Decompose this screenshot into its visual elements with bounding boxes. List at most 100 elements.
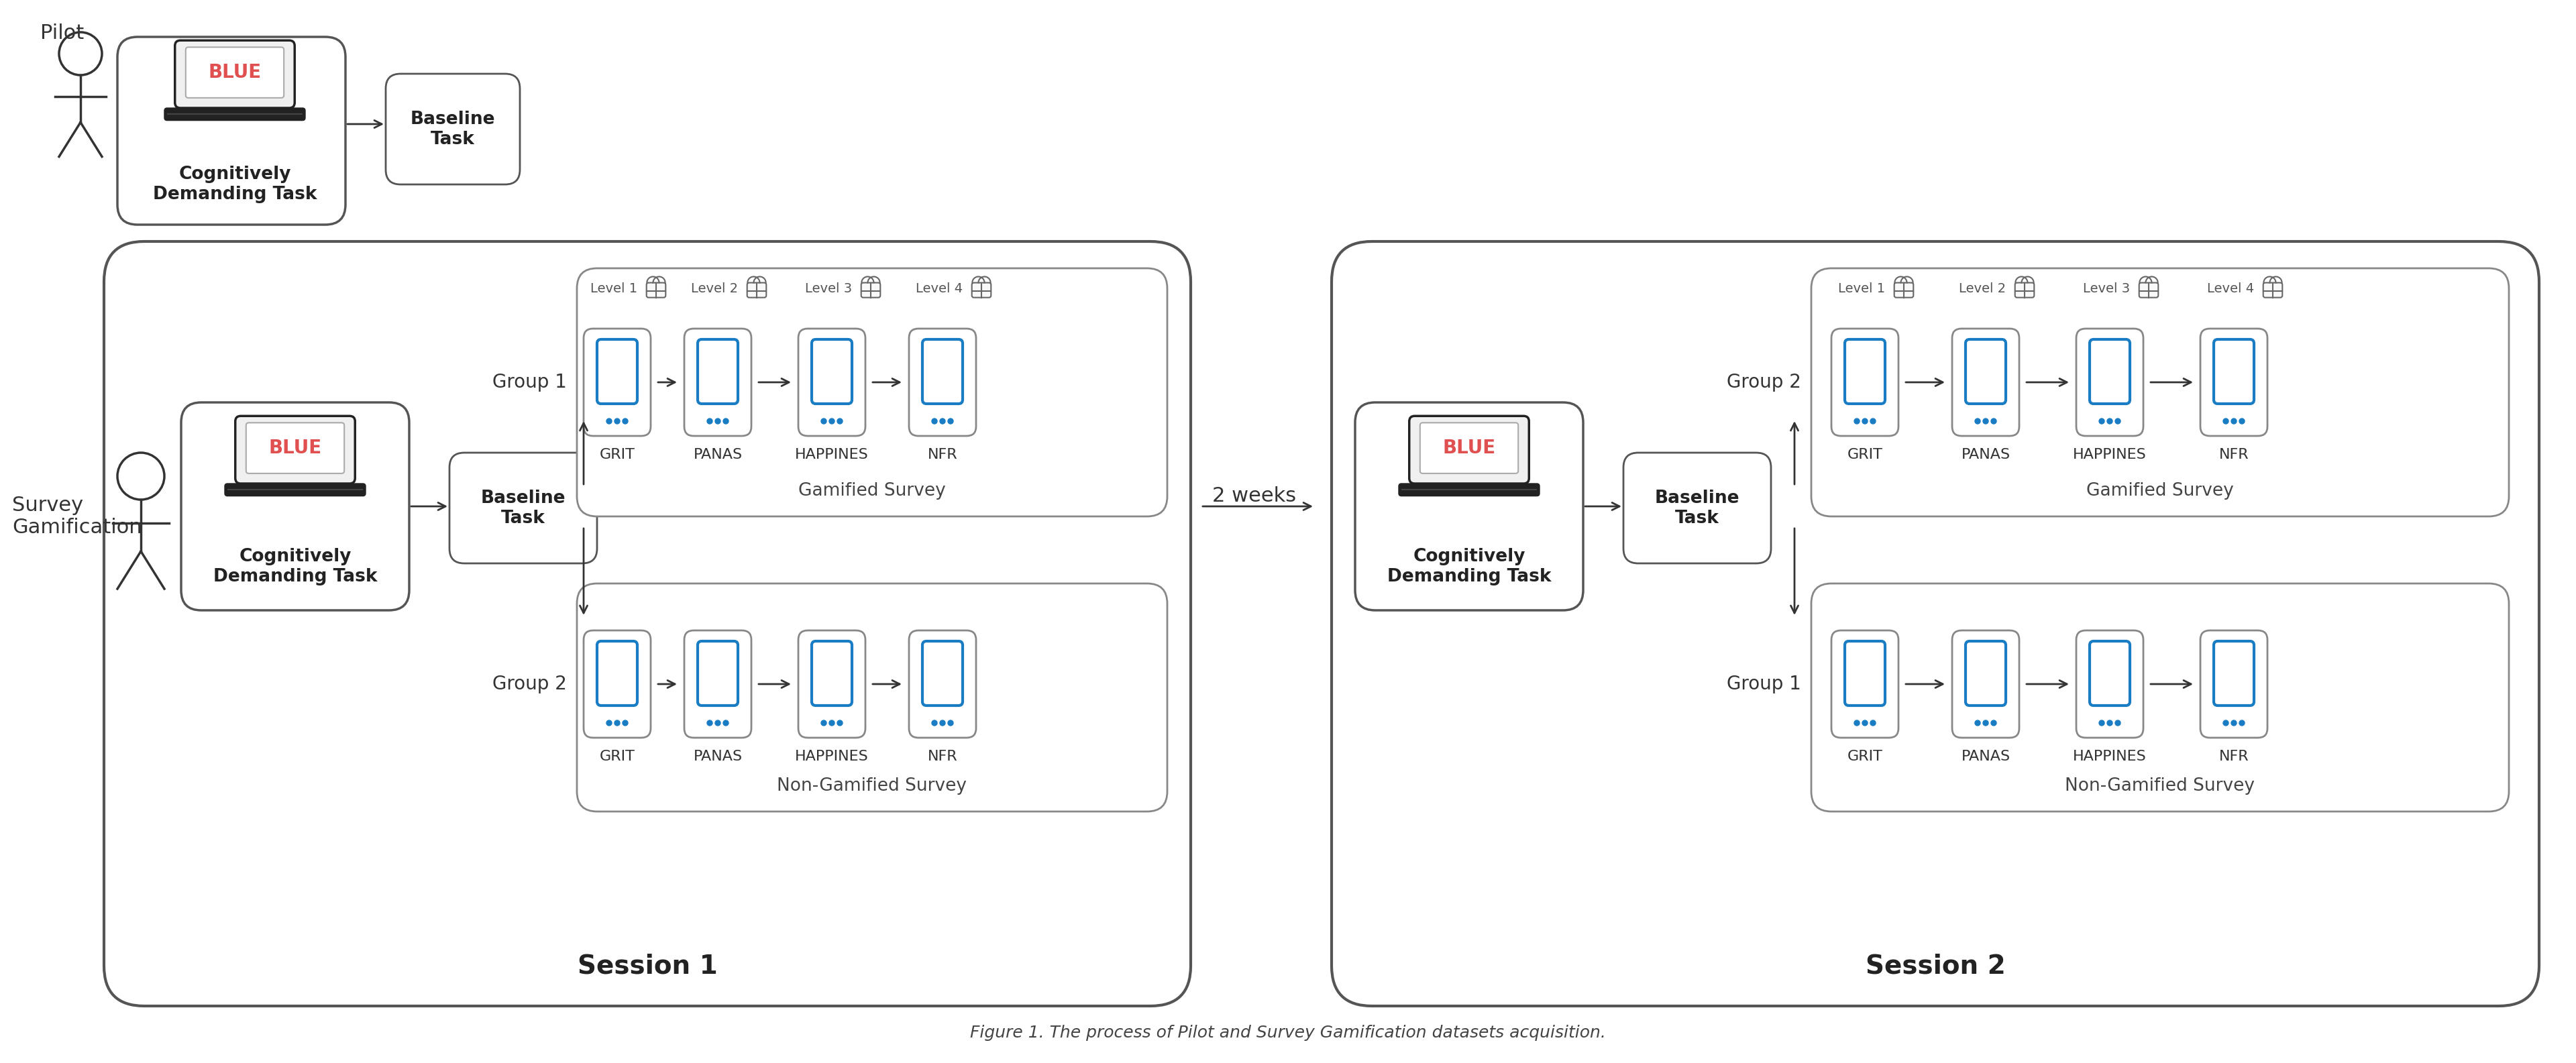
Text: Baseline
Task: Baseline Task bbox=[410, 111, 495, 148]
Text: BLUE: BLUE bbox=[209, 63, 260, 82]
Text: Survey
Gamification: Survey Gamification bbox=[13, 495, 142, 538]
FancyBboxPatch shape bbox=[234, 416, 355, 484]
FancyBboxPatch shape bbox=[685, 328, 752, 436]
Circle shape bbox=[2223, 419, 2228, 424]
FancyBboxPatch shape bbox=[698, 641, 737, 706]
Text: Cognitively
Demanding Task: Cognitively Demanding Task bbox=[214, 547, 376, 586]
FancyBboxPatch shape bbox=[909, 328, 976, 436]
Circle shape bbox=[940, 721, 945, 726]
Circle shape bbox=[948, 721, 953, 726]
Circle shape bbox=[706, 419, 714, 424]
FancyBboxPatch shape bbox=[2089, 339, 2130, 404]
Text: Level 1: Level 1 bbox=[590, 282, 636, 294]
Circle shape bbox=[837, 419, 842, 424]
FancyBboxPatch shape bbox=[647, 283, 665, 298]
Text: Group 2: Group 2 bbox=[1726, 373, 1801, 391]
FancyBboxPatch shape bbox=[1844, 641, 1886, 706]
FancyBboxPatch shape bbox=[598, 339, 636, 404]
Circle shape bbox=[1855, 419, 1860, 424]
Circle shape bbox=[605, 419, 613, 424]
Text: Cognitively
Demanding Task: Cognitively Demanding Task bbox=[1386, 547, 1551, 586]
Circle shape bbox=[933, 419, 938, 424]
FancyBboxPatch shape bbox=[2213, 641, 2254, 706]
Text: HAPPINES: HAPPINES bbox=[2074, 448, 2146, 461]
FancyBboxPatch shape bbox=[1844, 339, 1886, 404]
FancyBboxPatch shape bbox=[1811, 268, 2509, 517]
Text: Baseline
Task: Baseline Task bbox=[1654, 490, 1739, 527]
Text: Level 3: Level 3 bbox=[804, 282, 853, 294]
FancyBboxPatch shape bbox=[1355, 403, 1584, 610]
Circle shape bbox=[616, 721, 621, 726]
Circle shape bbox=[1976, 721, 1981, 726]
Circle shape bbox=[822, 721, 827, 726]
Text: Level 1: Level 1 bbox=[1839, 282, 1886, 294]
Circle shape bbox=[1870, 419, 1875, 424]
FancyBboxPatch shape bbox=[386, 73, 520, 185]
FancyBboxPatch shape bbox=[598, 641, 636, 706]
FancyBboxPatch shape bbox=[971, 283, 992, 298]
Circle shape bbox=[1855, 721, 1860, 726]
FancyBboxPatch shape bbox=[1332, 241, 2540, 1006]
FancyBboxPatch shape bbox=[180, 403, 410, 610]
Circle shape bbox=[2115, 721, 2120, 726]
Circle shape bbox=[2099, 721, 2105, 726]
Text: 2 weeks: 2 weeks bbox=[1213, 487, 1296, 506]
Circle shape bbox=[2239, 419, 2244, 424]
Text: Non-Gamified Survey: Non-Gamified Survey bbox=[778, 777, 966, 795]
Text: Pilot: Pilot bbox=[41, 23, 85, 43]
FancyBboxPatch shape bbox=[1409, 416, 1530, 484]
Text: Level 2: Level 2 bbox=[690, 282, 737, 294]
FancyBboxPatch shape bbox=[811, 339, 853, 404]
FancyBboxPatch shape bbox=[2264, 283, 2282, 298]
Text: Session 2: Session 2 bbox=[1865, 954, 2004, 979]
FancyBboxPatch shape bbox=[448, 453, 598, 563]
Circle shape bbox=[716, 721, 721, 726]
Circle shape bbox=[716, 419, 721, 424]
FancyBboxPatch shape bbox=[685, 630, 752, 738]
FancyBboxPatch shape bbox=[2014, 283, 2035, 298]
Circle shape bbox=[2223, 721, 2228, 726]
Text: Non-Gamified Survey: Non-Gamified Survey bbox=[2066, 777, 2254, 795]
Text: Level 3: Level 3 bbox=[2084, 282, 2130, 294]
Circle shape bbox=[940, 419, 945, 424]
Text: BLUE: BLUE bbox=[268, 439, 322, 457]
FancyBboxPatch shape bbox=[1399, 484, 1540, 496]
Circle shape bbox=[706, 721, 714, 726]
Circle shape bbox=[2239, 721, 2244, 726]
Text: Baseline
Task: Baseline Task bbox=[482, 490, 567, 527]
FancyBboxPatch shape bbox=[2200, 630, 2267, 738]
Text: Group 1: Group 1 bbox=[1726, 675, 1801, 693]
Text: NFR: NFR bbox=[927, 448, 958, 461]
Circle shape bbox=[1984, 721, 1989, 726]
Circle shape bbox=[829, 721, 835, 726]
FancyBboxPatch shape bbox=[585, 328, 652, 436]
Text: BLUE: BLUE bbox=[1443, 439, 1497, 457]
Circle shape bbox=[1984, 419, 1989, 424]
Circle shape bbox=[2107, 721, 2112, 726]
FancyBboxPatch shape bbox=[118, 37, 345, 224]
Circle shape bbox=[724, 721, 729, 726]
Text: HAPPINES: HAPPINES bbox=[796, 749, 868, 763]
Text: Gamified Survey: Gamified Survey bbox=[799, 483, 945, 500]
FancyBboxPatch shape bbox=[860, 283, 881, 298]
Text: HAPPINES: HAPPINES bbox=[796, 448, 868, 461]
FancyBboxPatch shape bbox=[2138, 283, 2159, 298]
Circle shape bbox=[2231, 419, 2236, 424]
FancyBboxPatch shape bbox=[577, 268, 1167, 517]
FancyBboxPatch shape bbox=[922, 339, 963, 404]
FancyBboxPatch shape bbox=[585, 630, 652, 738]
Text: Session 1: Session 1 bbox=[577, 954, 716, 979]
FancyBboxPatch shape bbox=[1965, 339, 2007, 404]
FancyBboxPatch shape bbox=[2213, 339, 2254, 404]
Circle shape bbox=[2115, 419, 2120, 424]
FancyBboxPatch shape bbox=[1811, 584, 2509, 811]
FancyBboxPatch shape bbox=[811, 641, 853, 706]
Text: PANAS: PANAS bbox=[1960, 448, 2009, 461]
Text: GRIT: GRIT bbox=[600, 448, 634, 461]
FancyBboxPatch shape bbox=[799, 328, 866, 436]
FancyBboxPatch shape bbox=[175, 40, 294, 108]
Text: Group 1: Group 1 bbox=[492, 373, 567, 391]
Text: NFR: NFR bbox=[2218, 448, 2249, 461]
FancyBboxPatch shape bbox=[1953, 630, 2020, 738]
Circle shape bbox=[933, 721, 938, 726]
